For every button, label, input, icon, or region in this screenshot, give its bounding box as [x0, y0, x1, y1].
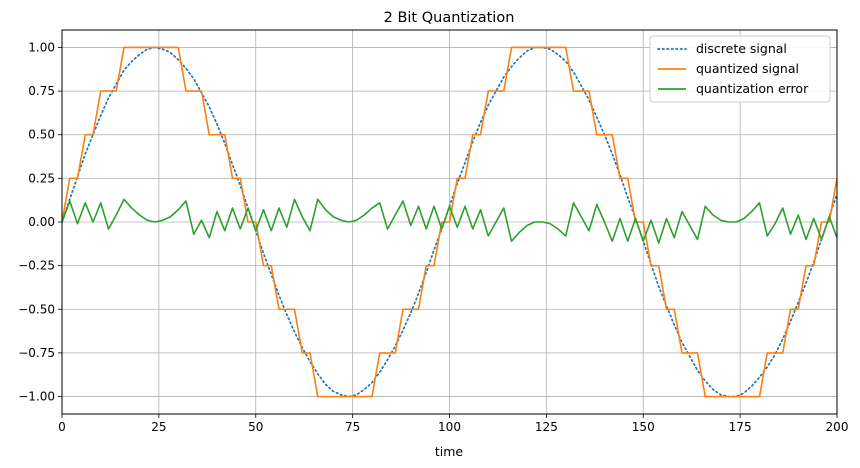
- x-tick-label: 125: [535, 420, 558, 434]
- y-tick-label: −1.00: [18, 390, 55, 404]
- y-tick-label: 0.50: [28, 128, 55, 142]
- chart-title: 2 Bit Quantization: [384, 10, 515, 26]
- x-axis-ticks: 0 25 50 75 100 125 150 175 200: [58, 414, 848, 434]
- x-tick-label: 25: [151, 420, 166, 434]
- y-tick-label: −0.50: [18, 302, 55, 316]
- x-tick-label: 200: [826, 420, 849, 434]
- y-axis-ticks: −1.00 −0.75 −0.50 −0.25 0.00 0.25 0.50 0.75 1.00: [18, 40, 62, 404]
- legend-label: discrete signal: [696, 41, 787, 56]
- y-tick-label: −0.75: [18, 346, 55, 360]
- y-tick-label: 0.25: [28, 171, 55, 185]
- legend-label: quantization error: [696, 81, 809, 96]
- series-line-quantized-signal: [62, 46, 837, 398]
- x-tick-label: 50: [248, 420, 263, 434]
- legend-label: quantized signal: [696, 61, 799, 76]
- y-tick-label: 0.00: [28, 215, 55, 229]
- legend-box: [649, 35, 831, 103]
- x-tick-label: 175: [729, 420, 752, 434]
- y-tick-label: 0.75: [28, 84, 55, 98]
- x-tick-label: 75: [345, 420, 360, 434]
- legend: discrete signal quantized signal quantizat…: [649, 35, 831, 103]
- x-tick-label: 100: [438, 420, 461, 434]
- x-tick-label: 0: [58, 420, 66, 434]
- y-tick-label: 1.00: [28, 40, 55, 54]
- x-tick-label: 150: [632, 420, 655, 434]
- x-axis-label: time: [435, 444, 464, 459]
- series-layer: [62, 46, 837, 398]
- y-tick-label: −0.25: [18, 259, 55, 273]
- series-line-quantization-error: [62, 198, 837, 244]
